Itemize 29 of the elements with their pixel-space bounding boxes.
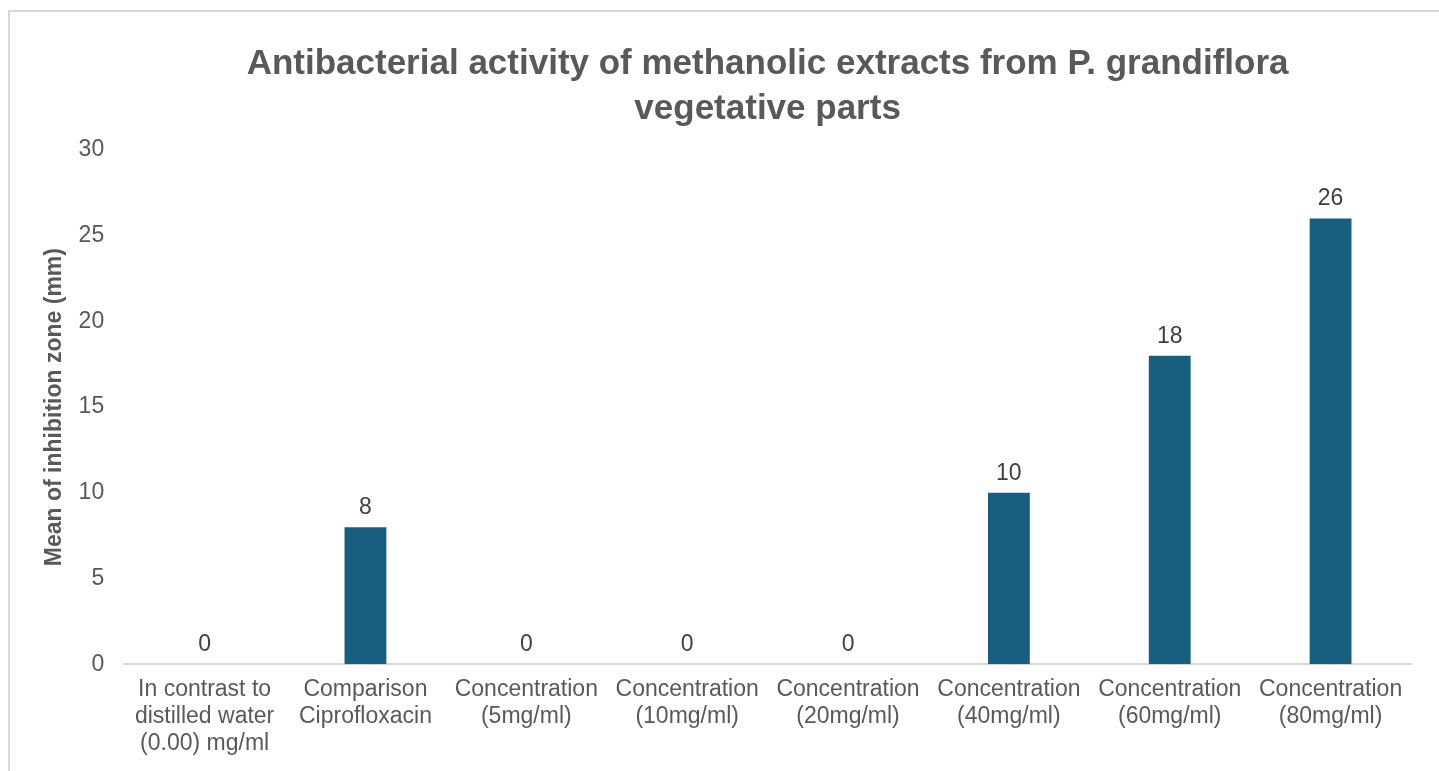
- x-tick-label: Concentration (5mg/ml): [454, 675, 598, 728]
- data-label: 0: [841, 630, 855, 657]
- y-tick-label: 20: [78, 306, 105, 333]
- x-tick-label: Concentration (80mg/ml): [1258, 675, 1403, 728]
- x-tick-label: Concentration (40mg/ml): [937, 675, 1081, 728]
- bar: [1309, 218, 1352, 665]
- data-label: 26: [1317, 184, 1344, 211]
- data-label: 0: [519, 630, 533, 657]
- y-tick-label: 10: [78, 478, 105, 505]
- y-tick-label: 5: [91, 563, 105, 590]
- x-tick-label: Comparison Ciprofloxacin: [298, 675, 432, 728]
- data-label: 18: [1156, 321, 1183, 348]
- data-label: 8: [359, 492, 372, 519]
- y-axis-title: Mean of inhibition zone (mm): [40, 248, 67, 567]
- data-label: 0: [198, 630, 212, 657]
- bar: [987, 492, 1030, 665]
- data-label: 10: [996, 458, 1022, 485]
- chart-title: Antibacterial activity of methanolic extracts from P. grandiflora vegetative parts: [246, 41, 1290, 126]
- data-label: 0: [680, 630, 694, 657]
- x-tick-label: Concentration (10mg/ml): [615, 675, 759, 728]
- bar: [344, 527, 387, 665]
- x-tick-label: Concentration (60mg/ml): [1098, 675, 1242, 728]
- x-tick-label: In contrast to distilled water (0.00) mg/ml: [134, 675, 275, 755]
- y-tick-label: 25: [78, 221, 105, 248]
- bar: [1148, 355, 1191, 665]
- y-tick-label: 30: [78, 135, 105, 162]
- x-tick-label: Concentration (20mg/ml): [776, 675, 920, 728]
- y-tick-label: 0: [91, 649, 105, 676]
- y-tick-label: 15: [78, 392, 105, 419]
